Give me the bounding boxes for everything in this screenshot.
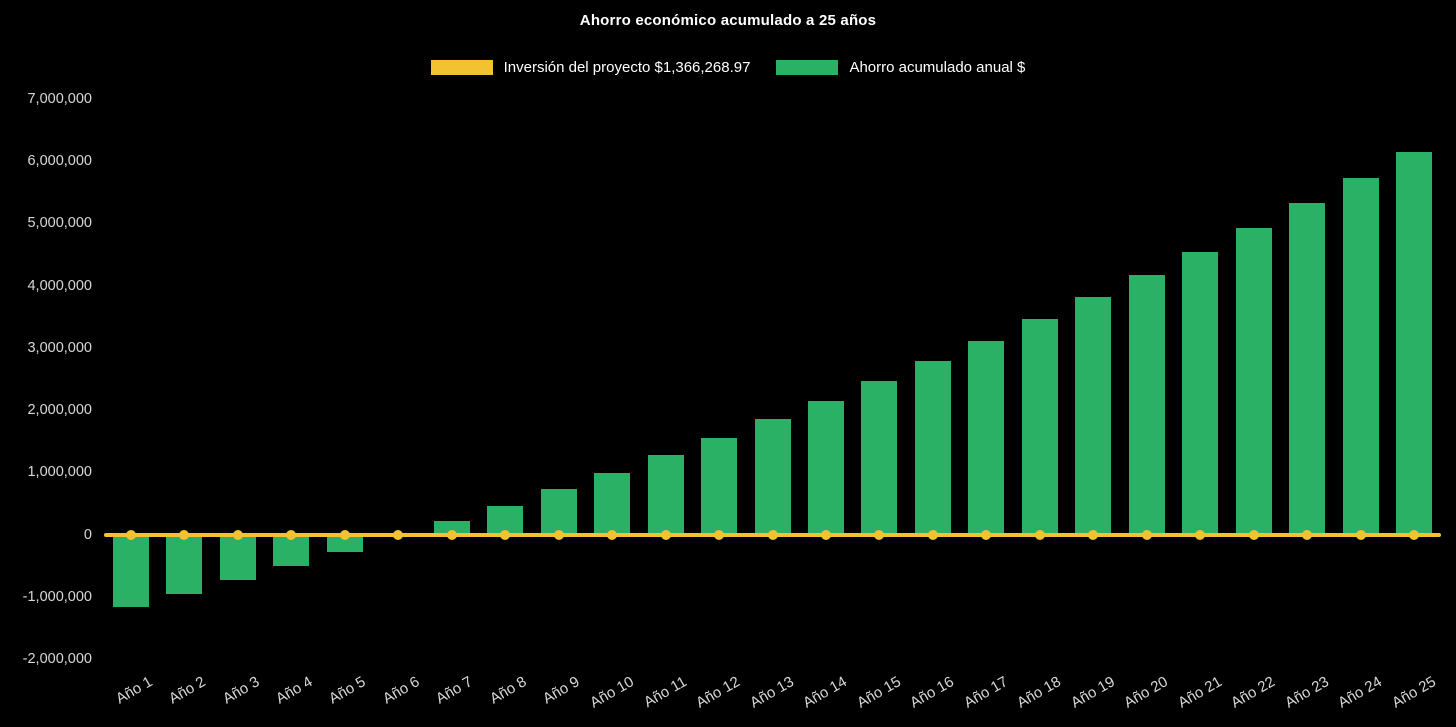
legend-item-investment[interactable]: Inversión del proyecto $1,366,268.97 (430, 59, 751, 76)
bar-año-19 (1075, 297, 1112, 535)
x-axis-label: Año 8 (486, 673, 530, 708)
line-marker (1302, 529, 1313, 540)
x-axis-label: Año 5 (326, 673, 369, 708)
x-axis-label: Año 14 (800, 673, 851, 712)
line-marker (1355, 529, 1366, 540)
line-marker (820, 529, 831, 540)
x-axis-label: Año 1 (112, 673, 155, 708)
x-axis-label: Año 15 (854, 673, 904, 712)
bar-año-17 (968, 340, 1005, 535)
line-marker (179, 529, 190, 540)
x-axis-label: Año 17 (960, 673, 1011, 712)
x-axis-label: Año 4 (272, 673, 316, 708)
line-marker (714, 529, 725, 540)
y-axis-label: 0 (83, 526, 92, 543)
legend-item-investment-label: Inversión del proyecto $1,366,268.97 (503, 59, 751, 76)
x-axis-label: Año 10 (586, 673, 637, 712)
bar-año-9 (540, 489, 577, 535)
bar-año-12 (701, 437, 738, 535)
x-axis-label: Año 25 (1388, 673, 1439, 712)
x-axis-label: Año 21 (1174, 673, 1225, 712)
line-marker (874, 529, 885, 540)
bar-año-20 (1128, 274, 1165, 535)
line-marker (927, 529, 938, 540)
x-axis-label: Año 11 (641, 673, 690, 712)
bar-año-5 (326, 534, 363, 552)
legend-item-savings[interactable]: Ahorro acumulado anual $ (776, 59, 1025, 76)
y-axis-label: -1,000,000 (22, 588, 92, 605)
y-axis-label: 7,000,000 (27, 91, 92, 107)
bar-año-11 (647, 455, 684, 535)
bar-año-22 (1235, 227, 1272, 535)
line-marker (981, 529, 992, 540)
line-marker (1034, 529, 1045, 540)
y-axis-label: 4,000,000 (27, 277, 92, 294)
line-marker (500, 529, 511, 540)
x-axis-label: Año 22 (1228, 673, 1279, 712)
legend: Inversión del proyecto $1,366,268.97 Aho… (0, 59, 1456, 76)
line-marker (1088, 529, 1099, 540)
x-axis-label: Año 20 (1121, 673, 1172, 712)
x-axis-label: Año 18 (1014, 673, 1065, 712)
x-axis-label: Año 24 (1335, 673, 1386, 712)
bar-año-23 (1289, 203, 1326, 535)
line-marker (1409, 529, 1420, 540)
line-marker (660, 529, 671, 540)
line-marker (232, 529, 243, 540)
bar-año-13 (754, 419, 791, 535)
bar-año-18 (1021, 319, 1058, 535)
line-marker (339, 529, 350, 540)
bar-año-3 (219, 534, 256, 580)
x-axis-label: Año 19 (1067, 673, 1118, 712)
line-marker (1248, 529, 1259, 540)
savings-swatch (776, 60, 839, 75)
bar-año-21 (1182, 251, 1219, 535)
y-axis-label: -2,000,000 (22, 651, 92, 667)
y-axis-label: 3,000,000 (27, 339, 92, 356)
x-axis-label: Año 12 (693, 673, 744, 712)
bar-año-14 (807, 400, 844, 535)
investment-swatch (430, 60, 493, 75)
x-axis-label: Año 13 (747, 673, 797, 712)
line-marker (1141, 529, 1152, 540)
bar-año-7 (433, 521, 470, 535)
x-axis-label: Año 23 (1281, 673, 1332, 712)
y-axis-label: 2,000,000 (27, 402, 92, 419)
bar-año-10 (594, 472, 631, 535)
x-axis-label: Año 3 (219, 673, 262, 708)
line-marker (553, 529, 564, 540)
x-axis-label: Año 16 (907, 673, 958, 712)
bar-año-1 (112, 534, 149, 607)
y-axis-label: 6,000,000 (27, 153, 92, 170)
line-marker (607, 529, 618, 540)
y-axis-label: 5,000,000 (27, 215, 92, 232)
line-marker (393, 529, 404, 540)
line-marker (1195, 529, 1206, 540)
bar-año-24 (1342, 177, 1379, 535)
x-axis-label: Año 7 (433, 673, 476, 708)
bar-año-25 (1396, 151, 1433, 535)
line-marker (446, 529, 457, 540)
y-axis-label: 1,000,000 (27, 464, 92, 481)
bar-año-2 (166, 534, 203, 594)
bar-año-4 (273, 534, 310, 566)
legend-item-savings-label: Ahorro acumulado anual $ (849, 59, 1026, 76)
bar-año-16 (914, 361, 951, 535)
x-axis-label: Año 2 (166, 673, 209, 708)
line-marker (125, 529, 136, 540)
x-axis-label: Año 9 (540, 673, 583, 708)
line-marker (767, 529, 778, 540)
x-axis-label: Año 6 (379, 673, 423, 708)
bar-año-15 (861, 381, 898, 535)
chart-title: Ahorro económico acumulado a 25 años (579, 12, 877, 29)
line-marker (286, 529, 297, 540)
